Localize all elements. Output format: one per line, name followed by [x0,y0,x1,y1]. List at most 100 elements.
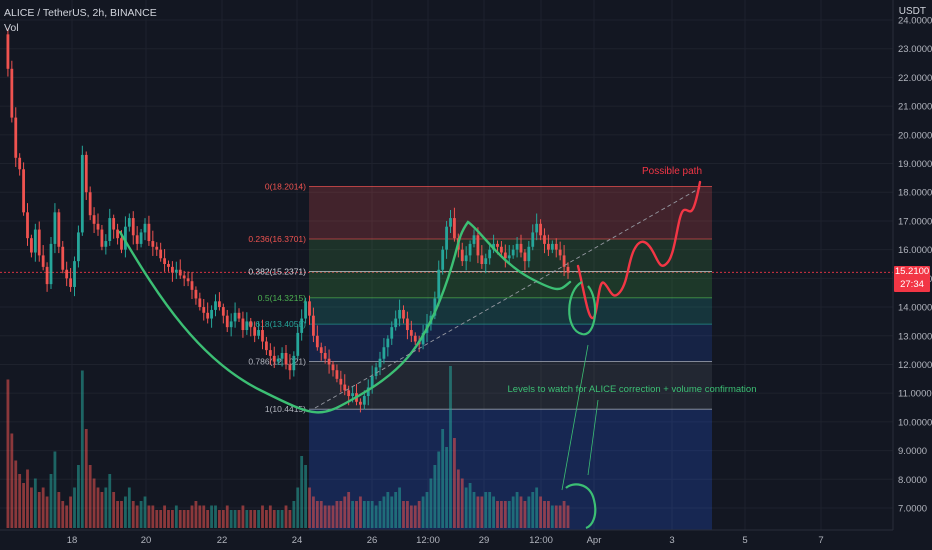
volume-bar [174,505,178,528]
candle-body [100,229,104,247]
candle-body [33,229,37,253]
volume-bar [566,505,570,528]
currency-label[interactable]: USDT [898,6,926,17]
trend-line [314,187,701,409]
time-tick-label: 3 [669,535,674,546]
volume-bar [359,496,362,528]
volume-bar [265,510,268,528]
price-tick-label: 10.0000 [898,417,932,428]
volume-bar [182,510,186,528]
volume-circle [565,483,597,530]
candle-body [57,212,61,247]
candle-body [104,241,108,247]
candle-body [496,243,499,247]
volume-bar [362,501,366,528]
volume-bar [276,510,280,528]
volume-bar [155,510,159,528]
candle-body [131,218,135,236]
volume-bar [413,505,417,528]
candle-body [41,255,45,267]
volume-bar [288,510,292,528]
volume-bar [496,501,499,528]
fib-level-label: 1(10.4415) [265,404,306,414]
candle-body [237,312,241,319]
volume-bar [245,510,249,528]
candle-body [304,301,307,319]
bar-countdown: 27:34 [900,278,924,290]
candle-body [280,352,284,359]
candle-body [65,269,69,279]
time-tick-label: 18 [67,535,78,546]
volume-bar [390,496,394,528]
volume-bar [539,496,542,528]
candle-body [523,252,527,262]
volume-bar [198,505,202,528]
volume-bar [280,510,284,528]
volume-bar [554,505,558,528]
volume-bar [366,501,370,528]
volume-bar [214,505,217,528]
volume-bar [374,505,378,528]
volume-bar [249,510,253,528]
candle-body [210,309,213,319]
candle-body [409,330,413,336]
fib-level-label: 0.236(16.3701) [248,234,306,244]
volume-bar [558,505,562,528]
volume-bar [347,492,351,528]
candle-body [120,238,123,250]
candle-body [484,258,488,264]
candle-body [308,301,311,316]
volume-bar [53,451,57,528]
volume-bar [304,465,307,528]
volume-bar [257,510,260,528]
candle-body [359,401,362,405]
volume-bar [315,501,319,528]
volume-bar [456,469,460,528]
candle-body [550,243,554,250]
fib-zone [309,297,712,325]
volume-bar [331,505,335,528]
volume-bar [527,496,531,528]
candle-body [437,269,441,299]
volume-bar [296,487,300,528]
fib-zone [309,186,712,240]
volume-bar [480,496,484,528]
time-tick-label: 12:00 [529,535,553,546]
candle-body [402,309,405,319]
fib-level-label: 0.618(13.4058) [248,319,306,329]
volume-bar [523,501,527,528]
volume-bar [300,456,304,528]
candle-body [374,367,378,376]
candle-body [382,347,386,359]
volume-bar [253,510,257,528]
volume-bar [77,465,80,528]
volume-bar [73,487,76,528]
candle-body [339,378,343,385]
volume-bar [100,492,104,528]
volume-bar [131,501,135,528]
price-tick-label: 7.0000 [898,504,927,515]
price-tick-label: 20.0000 [898,130,932,141]
candle-body [182,275,186,279]
volume-bar [441,429,445,528]
annotation-drawings: Possible path Levels to watch for ALICE c… [118,166,756,530]
cup-pattern-curve [118,220,572,414]
candle-body [84,154,88,193]
volume-bar [476,496,480,528]
candle-body [445,226,448,250]
volume-bar [116,501,119,528]
candle-body [174,269,178,273]
candle-body [315,335,319,348]
candle-body [296,332,300,356]
volume-indicator-label[interactable]: Vol [4,22,19,34]
candle-body [229,321,233,328]
volume-bar [69,496,72,528]
candle-body [186,278,190,282]
volume-bar [143,496,147,528]
price-tick-label: 24.0000 [898,16,932,27]
candle-body [488,249,492,259]
volume-bar [190,505,194,528]
volume-bar [449,366,452,528]
candle-body [194,289,198,299]
